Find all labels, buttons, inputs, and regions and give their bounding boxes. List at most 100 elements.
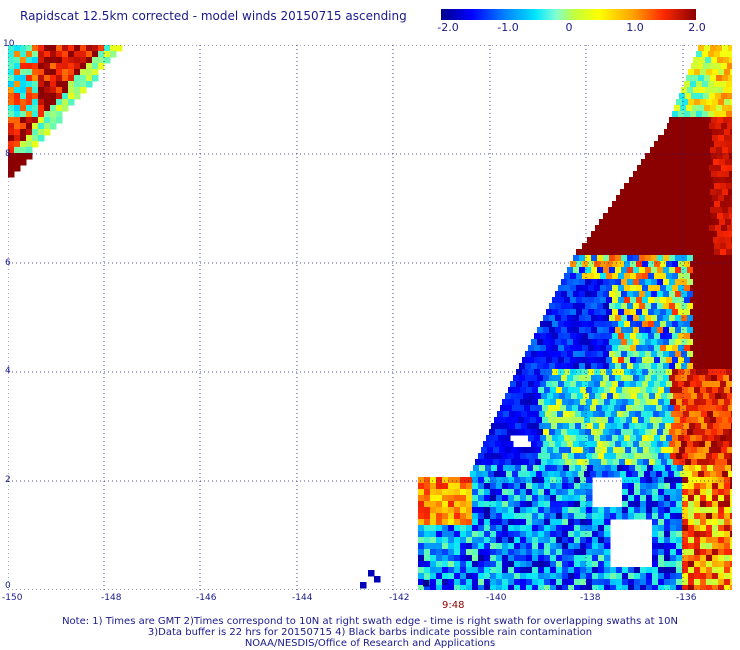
swath-cell	[566, 405, 573, 412]
swath-cell	[454, 525, 461, 532]
swath-cell	[622, 513, 629, 520]
swath-cell	[641, 411, 648, 418]
swath-cell	[454, 513, 461, 520]
swath-cell	[725, 177, 732, 184]
swath-cell	[717, 171, 724, 178]
swath-cell	[44, 105, 51, 112]
swath-cell	[74, 51, 81, 58]
swath-cell	[654, 285, 661, 292]
swath-cell	[654, 357, 661, 364]
swath-cell	[645, 429, 652, 436]
swath-cell	[555, 327, 562, 334]
swath-cell	[633, 267, 640, 274]
swath-cell	[702, 261, 709, 268]
swath-cell	[621, 375, 628, 382]
swath-cell	[502, 495, 509, 502]
swath-cell	[528, 369, 535, 376]
swath-cell	[588, 285, 595, 292]
swath-cell	[574, 561, 581, 568]
swath-cell	[676, 585, 683, 590]
swath-cell	[660, 141, 667, 148]
swath-cell	[656, 471, 663, 478]
swath-cell	[588, 249, 595, 256]
swath-cell	[725, 423, 732, 430]
swath-cell	[614, 417, 621, 424]
swath-cell	[686, 75, 693, 82]
swath-cell	[508, 549, 515, 556]
swath-cell	[562, 387, 569, 394]
swath-cell	[489, 441, 496, 448]
swath-cell	[573, 327, 580, 334]
swath-cell	[556, 549, 563, 556]
swath-cell	[690, 285, 697, 292]
swath-cell	[688, 69, 695, 76]
swath-cell	[706, 573, 713, 580]
swath-cell	[32, 93, 39, 100]
swath-cell	[659, 465, 666, 472]
swath-cell	[508, 573, 515, 580]
swath-cell	[110, 45, 117, 52]
swath-cell	[580, 513, 587, 520]
swath-cell	[704, 405, 711, 412]
swath-cell	[599, 423, 606, 430]
swath-cell	[617, 219, 624, 226]
swath-cell	[711, 213, 718, 220]
swath-cell	[699, 339, 706, 346]
swath-cell	[719, 411, 726, 418]
swath-cell	[32, 87, 39, 94]
swath-cell	[700, 453, 707, 460]
swath-cell	[634, 585, 641, 590]
swath-cell	[540, 321, 547, 328]
swath-cell	[706, 513, 713, 520]
swath-cell	[675, 267, 682, 274]
swath-cell	[687, 291, 694, 298]
swath-cell	[681, 303, 688, 310]
swath-cell	[515, 465, 522, 472]
swath-cell	[554, 405, 561, 412]
swath-cell	[580, 543, 587, 550]
swath-cell	[564, 357, 571, 364]
swath-cell	[448, 489, 455, 496]
swath-cell	[675, 339, 682, 346]
swath-cell	[460, 543, 467, 550]
swath-cell	[536, 417, 543, 424]
swath-cell	[690, 201, 697, 208]
swath-cell	[585, 363, 592, 370]
swath-cell	[714, 285, 721, 292]
swath-cell	[705, 87, 712, 94]
swath-cell	[700, 567, 707, 574]
swath-cell	[709, 459, 716, 466]
swath-cell	[670, 537, 677, 544]
swath-cell	[588, 435, 595, 442]
swath-cell	[436, 537, 443, 544]
swath-cell	[724, 579, 731, 586]
swath-cell	[714, 51, 721, 58]
swath-cell	[20, 75, 27, 82]
swath-cell	[56, 105, 63, 112]
swath-cell	[718, 555, 725, 562]
swath-cell	[531, 375, 538, 382]
swath-cell	[610, 399, 617, 406]
swath-cell	[56, 111, 63, 118]
swath-cell	[550, 573, 557, 580]
swath-cell	[651, 267, 658, 274]
swath-cell	[600, 273, 607, 280]
swath-cell	[558, 297, 565, 304]
swath-cell	[430, 489, 437, 496]
swath-cell	[8, 117, 15, 124]
swath-cell	[604, 555, 611, 562]
swath-cell	[654, 261, 661, 268]
swath-cell	[454, 531, 461, 538]
swath-cell	[497, 411, 504, 418]
swath-cell	[579, 279, 586, 286]
swath-cell	[514, 513, 521, 520]
swath-cell	[707, 423, 714, 430]
swath-cell	[430, 501, 437, 508]
swath-cell	[663, 231, 670, 238]
swath-cell	[556, 501, 563, 508]
swath-cell	[568, 555, 575, 562]
swath-cell	[601, 393, 608, 400]
swath-cell	[472, 519, 479, 526]
swath-cell	[62, 99, 69, 106]
swath-cell	[594, 321, 601, 328]
